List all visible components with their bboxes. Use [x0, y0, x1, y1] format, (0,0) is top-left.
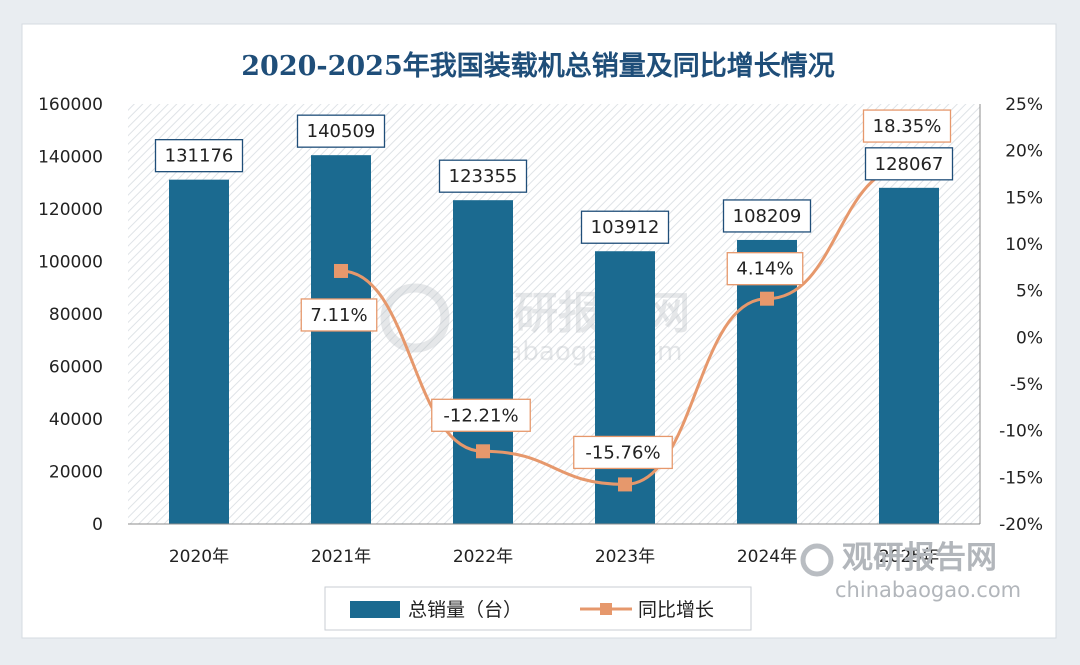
legend: 总销量（台） 同比增长 — [324, 586, 752, 631]
bar — [311, 155, 371, 524]
left-tick-label: 60000 — [49, 358, 103, 378]
growth-line — [340, 164, 910, 486]
x-tick-label: 2023年 — [595, 547, 655, 567]
right-tick-label: 5% — [1016, 282, 1043, 302]
left-tick-label: 120000 — [38, 200, 103, 220]
left-tick-label: 0 — [92, 515, 103, 535]
right-tick-label: -15% — [999, 468, 1043, 488]
growth-value-label-box: 18.35% — [862, 109, 952, 143]
bar-value-label-box: 103912 — [580, 210, 670, 244]
left-tick-label: 40000 — [49, 410, 103, 430]
bar-value-label-frame — [296, 114, 386, 148]
right-tick-label: 25% — [1005, 95, 1043, 115]
bar-value-label-box: 123355 — [438, 159, 528, 193]
bar-value-label-frame — [154, 139, 244, 173]
left-tick-label: 100000 — [38, 253, 103, 273]
legend-line-marker — [600, 603, 612, 615]
bar-value-label-frame — [864, 147, 954, 181]
legend-label-sales: 总销量（台） — [408, 599, 522, 621]
corner-watermark-brand: 观研报告网 — [842, 540, 997, 576]
growth-value-label-frame — [431, 398, 531, 432]
corner-watermark-logo — [800, 543, 834, 577]
bar-value-label: 131176 — [165, 146, 234, 167]
growth-value-label-frame — [726, 252, 804, 286]
bar-series — [169, 155, 939, 525]
corner-watermark-url: chinabaogao.com — [835, 578, 1021, 602]
bar-value-label-box: 140509 — [296, 114, 386, 148]
growth-value-label-frame — [573, 435, 673, 470]
left-tick-label: 20000 — [49, 463, 103, 483]
growth-value-label: -12.21% — [443, 405, 518, 426]
bar — [737, 239, 797, 525]
growth-value-label: 7.11% — [310, 305, 367, 326]
bar — [879, 187, 939, 524]
right-axis-ticks: 25% 20% 15% 10% 5% 0% -5% -10% -15% -20% — [999, 95, 1043, 535]
x-tick-label: 2021年 — [311, 547, 371, 567]
right-tick-label: 15% — [1005, 188, 1043, 208]
growth-value-label: -15.76% — [585, 442, 660, 463]
bar-value-label-frame — [580, 210, 670, 244]
bar-value-label: 108209 — [733, 206, 802, 227]
right-tick-label: -5% — [1010, 375, 1043, 395]
legend-bar-swatch — [350, 601, 400, 618]
bar-value-label-box: 128067 — [864, 147, 954, 181]
bar — [453, 200, 513, 525]
x-tick-label: 2025年 — [879, 547, 939, 567]
growth-value-label: 4.14% — [736, 259, 793, 280]
chart-title: 2020-2025年我国装载机总销量及同比增长情况 — [241, 50, 835, 82]
x-tick-label: 2024年 — [737, 547, 797, 567]
plot-area — [128, 104, 980, 524]
left-tick-label: 140000 — [38, 148, 103, 168]
line-value-labels: 7.11% -12.21% -15.76% 4.14% 18.35% — [300, 109, 952, 470]
right-tick-label: -10% — [999, 422, 1043, 442]
bar-value-label: 128067 — [875, 154, 944, 175]
bar-value-label-box: 108209 — [722, 199, 812, 233]
growth-value-label-box: -12.21% — [431, 398, 531, 432]
x-tick-label: 2022年 — [453, 547, 513, 567]
growth-value-label-box: -15.76% — [573, 435, 673, 470]
growth-point — [334, 263, 348, 278]
growth-point — [476, 444, 490, 459]
growth-value-label-box: 4.14% — [726, 252, 804, 286]
bar-value-label: 140509 — [307, 121, 376, 142]
bar-value-label-frame — [438, 159, 528, 193]
x-axis-ticks: 2020年 2021年 2022年 2023年 2024年 2025年 — [169, 547, 939, 567]
bar-value-label: 123355 — [449, 166, 518, 187]
bar-value-labels: 131176 140509 123355 103912 108209 128067 — [154, 114, 954, 244]
left-axis-ticks: 160000 140000 120000 100000 80000 60000 40000 2… — [38, 95, 103, 535]
growth-value-label: 18.35% — [873, 116, 942, 137]
corner-watermark: 观研报告网 chinabaogao.com — [800, 540, 1021, 602]
bar-value-label-box: 131176 — [154, 139, 244, 173]
bar-value-label: 103912 — [591, 217, 660, 238]
right-tick-label: 20% — [1005, 142, 1043, 162]
left-tick-label: 80000 — [49, 305, 103, 325]
right-tick-label: 0% — [1016, 328, 1043, 348]
growth-value-label-frame — [862, 109, 952, 143]
growth-point — [618, 477, 632, 492]
bar — [169, 179, 229, 524]
bar-value-label-frame — [722, 199, 812, 233]
right-tick-label: 10% — [1005, 235, 1043, 255]
legend-label-growth: 同比增长 — [638, 599, 714, 621]
growth-value-label-frame — [300, 298, 378, 332]
x-tick-label: 2020年 — [169, 547, 229, 567]
left-tick-label: 160000 — [38, 95, 103, 115]
growth-point — [760, 291, 774, 306]
right-tick-label: -20% — [999, 515, 1043, 535]
growth-value-label-box: 7.11% — [300, 298, 378, 332]
